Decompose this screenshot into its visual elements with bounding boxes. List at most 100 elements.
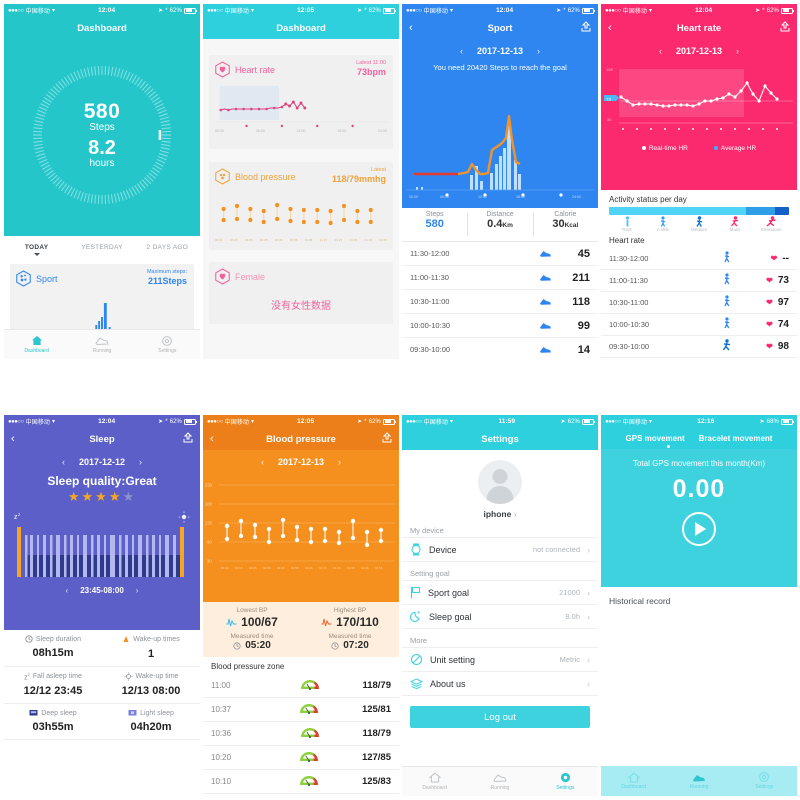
sleep-hero: ‹ 2017-12-12 › Sleep quality:Great ★★★★★…: [4, 450, 200, 630]
bottom-tab-bar[interactable]: Dashboard Running Settings: [402, 766, 598, 796]
prev-date-icon[interactable]: ‹: [260, 457, 264, 467]
logout-button[interactable]: Log out: [410, 706, 590, 728]
settings-row-sleep-goal[interactable]: Sleep goal 8.0h ›: [402, 604, 598, 629]
settings-row-unit-setting[interactable]: Unit setting Metric ›: [402, 647, 598, 672]
clock-label: 12:04: [98, 418, 116, 425]
sport-card-title: Sport: [36, 273, 58, 284]
bottom-tab-bar[interactable]: Dashboard Running Settings: [601, 766, 797, 796]
clock-icon: [233, 641, 241, 650]
table-row[interactable]: 09:30-10:00 14: [402, 338, 598, 359]
username-label[interactable]: iphone ›: [483, 509, 517, 519]
walker-icon: [707, 272, 747, 290]
steps-label: Steps: [89, 122, 115, 133]
measured-time-value: 05:20: [245, 640, 271, 651]
table-row[interactable]: 10:10 125/83: [203, 770, 399, 794]
female-card[interactable]: Female 没有女性数据: [209, 262, 393, 324]
settings-row-device[interactable]: Device not connected ›: [402, 537, 598, 562]
tabbar-dashboard[interactable]: Dashboard: [601, 771, 666, 791]
table-row[interactable]: 09:30-10:00 ❤ 98: [601, 336, 797, 358]
next-date-icon[interactable]: ›: [338, 457, 342, 467]
back-icon[interactable]: ‹: [210, 433, 214, 445]
avatar[interactable]: [478, 460, 522, 504]
table-row[interactable]: 11:30-12:00 ❤ --: [601, 248, 797, 270]
wifi-icon: ▾: [450, 8, 454, 14]
tab-gps-movement[interactable]: GPS movement: [625, 434, 685, 443]
gps-tabs[interactable]: GPS movement Bracelet movement: [601, 428, 797, 449]
table-row[interactable]: 10:30-11:00 118: [402, 290, 598, 314]
date-selector[interactable]: ‹ 2017-12-13 ›: [402, 39, 598, 60]
shoe-icon: [69, 335, 134, 347]
gps-caption: Total GPS movement this month(Km): [632, 459, 766, 468]
prev-date-icon[interactable]: ‹: [459, 46, 463, 56]
settings-value: 21000: [559, 588, 580, 597]
table-row[interactable]: 11:00-11:30 ❤ 73: [601, 270, 797, 292]
prev-range-icon[interactable]: ‹: [65, 586, 69, 595]
tabbar-label: Running: [689, 784, 709, 790]
next-date-icon[interactable]: ›: [139, 457, 143, 467]
tab-yesterday[interactable]: YESTERDAY: [81, 243, 123, 251]
back-icon[interactable]: ‹: [409, 22, 413, 34]
table-row[interactable]: 10:20 127/85: [203, 746, 399, 770]
table-row[interactable]: 11:00 118/79: [203, 674, 399, 698]
tabbar-running[interactable]: Running: [467, 772, 532, 792]
tabbar-running[interactable]: Running: [69, 335, 134, 355]
cards-body: Heart rate Latest 11:00 73bpm: [203, 39, 399, 359]
clock-icon: [25, 635, 33, 643]
share-icon[interactable]: [581, 21, 591, 35]
date-selector[interactable]: ‹ 2017-12-13 ›: [203, 450, 399, 471]
next-range-icon[interactable]: ›: [135, 586, 139, 595]
row-time: 11:00: [211, 681, 231, 690]
day-tabs[interactable]: TODAY YESTERDAY 2 DAYS AGO: [4, 236, 200, 258]
heart-rate-card[interactable]: Heart rate Latest 11:00 73bpm: [209, 55, 393, 149]
tabbar-dashboard[interactable]: Dashboard: [4, 335, 69, 355]
table-row[interactable]: 11:30-12:00 45: [402, 242, 598, 266]
next-date-icon[interactable]: ›: [736, 46, 740, 56]
tab-2-days-ago[interactable]: 2 DAYS AGO: [146, 243, 189, 251]
date-selector[interactable]: ‹ 2017-12-13 ›: [601, 39, 797, 60]
tabbar-settings[interactable]: Settings: [533, 772, 598, 792]
row-hr: --: [782, 253, 789, 264]
table-row[interactable]: 10:00-10:30 99: [402, 314, 598, 338]
table-row[interactable]: 10:37 125/81: [203, 698, 399, 722]
tabbar-dashboard[interactable]: Dashboard: [402, 772, 467, 792]
date-selector[interactable]: ‹ 2017-12-12 ›: [4, 450, 200, 471]
stat-row: zz Fall asleep time 12/12 23:45 Wake-up t…: [4, 667, 200, 705]
prev-date-icon[interactable]: ‹: [658, 46, 662, 56]
level-medium: Medium: [681, 216, 717, 232]
tabbar-label: Dashboard: [422, 784, 447, 791]
back-icon[interactable]: ‹: [608, 22, 612, 34]
next-date-icon[interactable]: ›: [537, 46, 541, 56]
table-row[interactable]: 10:36 118/79: [203, 722, 399, 746]
table-row[interactable]: 10:00-10:30 ❤ 74: [601, 314, 797, 336]
carrier-label: 中国移动: [622, 9, 648, 15]
bottom-tab-bar[interactable]: Dashboard Running Settings: [4, 329, 200, 359]
tab-today[interactable]: TODAY: [4, 244, 69, 251]
tabbar-settings[interactable]: Settings: [732, 771, 797, 791]
axis-tick: 12:00: [296, 129, 306, 133]
share-icon[interactable]: [183, 432, 193, 446]
battery-percent: 62%: [567, 7, 580, 14]
tabbar-running[interactable]: Running: [666, 771, 731, 791]
prev-date-icon[interactable]: ‹: [61, 457, 65, 467]
table-row[interactable]: 10:30-11:00 ❤ 97: [601, 292, 797, 314]
settings-row-sport-goal[interactable]: Sport goal 21000 ›: [402, 580, 598, 605]
share-icon[interactable]: [780, 21, 790, 35]
home-icon: [4, 335, 69, 347]
settings-row-about-us[interactable]: About us ›: [402, 671, 598, 696]
tab-bracelet-movement[interactable]: Bracelet movement: [698, 434, 773, 443]
bluetooth-icon: *: [165, 418, 168, 425]
tabbar-settings[interactable]: Settings: [135, 335, 200, 355]
share-icon[interactable]: [382, 432, 392, 446]
wifi-icon: ▾: [649, 419, 653, 425]
stat-deep-sleep: Deep sleep 03h55m: [4, 709, 102, 733]
person-medium-icon: [681, 216, 717, 227]
group-title-my-device: My device: [410, 526, 444, 535]
y-tick: 230: [205, 483, 213, 488]
back-icon[interactable]: ‹: [11, 433, 15, 445]
start-button[interactable]: [682, 512, 716, 546]
blood-pressure-card[interactable]: Blood pressure Latest 118/79mmhg: [209, 162, 393, 250]
table-row[interactable]: 11:00-11:30 211: [402, 266, 598, 290]
table-row[interactable]: 09:00-09:30 ❤93: [601, 358, 797, 359]
sleep-time-range-selector[interactable]: ‹ 23:45-08:00 ›: [4, 586, 200, 595]
chevron-right-icon: ›: [587, 587, 590, 598]
